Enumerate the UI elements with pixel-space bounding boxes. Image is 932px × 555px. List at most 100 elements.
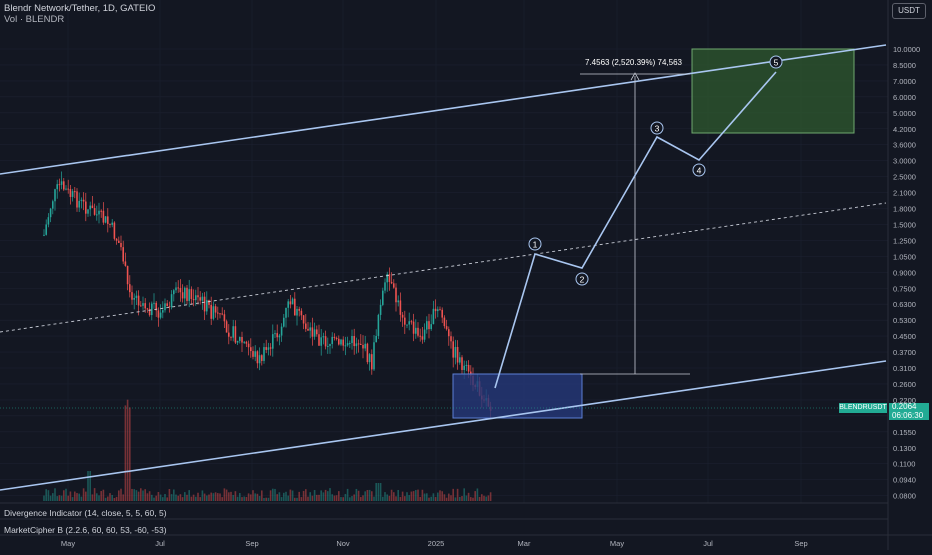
chart-title[interactable]: Blendr Network/Tether, 1D, GATEIO	[4, 3, 156, 14]
wave-label-3[interactable]: 3	[650, 121, 664, 135]
volume-bar	[225, 489, 228, 501]
candle-body	[311, 327, 314, 337]
candle-body	[463, 365, 465, 370]
candle-body	[118, 240, 120, 243]
channel-upper-line[interactable]	[0, 44, 887, 175]
candle-body	[287, 301, 289, 308]
volume-bar	[340, 497, 342, 501]
volume-bar	[388, 495, 391, 501]
volume-bar	[349, 497, 351, 501]
volume-bar	[320, 490, 322, 501]
volume-bar	[298, 491, 300, 501]
volume-legend[interactable]: Vol · BLENDR	[4, 14, 65, 25]
candle-body	[349, 343, 351, 345]
candle-body	[254, 351, 256, 357]
candle-body	[415, 327, 417, 334]
volume-bar	[247, 493, 250, 501]
volume-bar	[109, 493, 111, 501]
volume-bar	[113, 497, 116, 501]
wave-label-1[interactable]: 1	[528, 237, 542, 251]
volume-bar	[324, 489, 327, 501]
candle-body	[452, 341, 454, 358]
candle-body	[137, 295, 140, 306]
candle-body	[219, 313, 221, 315]
volume-bar	[159, 494, 162, 501]
candle-body	[371, 354, 373, 370]
volume-bar	[96, 493, 98, 501]
candle-body	[206, 300, 208, 312]
volume-bar	[360, 497, 362, 501]
candle-body	[91, 205, 94, 209]
candle-body	[329, 344, 331, 346]
candle-body	[305, 323, 307, 329]
price-tick: 3.0000	[893, 157, 916, 166]
volume-bar	[478, 496, 481, 501]
wave-label-5[interactable]: 5	[769, 55, 783, 69]
price-tick: 0.3100	[893, 364, 916, 373]
candle-body	[265, 347, 267, 350]
volume-bar	[188, 490, 190, 501]
volume-bar	[87, 471, 89, 501]
marketcipher-indicator-label[interactable]: MarketCipher B (2.2.6, 60, 60, 53, -60, …	[4, 525, 167, 535]
wave-label-2[interactable]: 2	[575, 272, 589, 286]
volume-bars	[43, 399, 492, 501]
volume-bar	[366, 490, 369, 501]
volume-bar	[285, 491, 287, 501]
volume-bar	[342, 497, 344, 501]
volume-bar	[485, 496, 487, 501]
volume-bar	[71, 497, 74, 501]
wave-label-4[interactable]: 4	[692, 163, 706, 177]
candle-body	[408, 321, 410, 325]
candle-body	[192, 299, 195, 301]
volume-bar	[474, 491, 476, 501]
time-axis[interactable]: May Jul Sep Nov 2025 Mar May Jul Sep	[61, 539, 808, 548]
volume-bar	[269, 490, 272, 501]
price-tick: 0.1100	[893, 460, 915, 469]
candle-body	[208, 300, 210, 305]
candle-body	[386, 274, 388, 283]
volume-bar	[234, 491, 237, 501]
candle-body	[67, 188, 69, 190]
divergence-indicator-label[interactable]: Divergence Indicator (14, close, 5, 5, 6…	[4, 508, 167, 518]
candle-body	[45, 224, 47, 235]
entry-zone-box[interactable]	[452, 373, 583, 419]
volume-bar	[344, 493, 347, 501]
volume-bar	[410, 491, 413, 501]
volume-bar	[375, 483, 377, 501]
volume-bar	[153, 497, 155, 501]
price-tick: 0.1300	[893, 444, 916, 453]
candle-body	[100, 210, 102, 212]
candle-body	[362, 344, 364, 349]
candle-body	[164, 303, 166, 311]
volume-bar	[428, 497, 430, 501]
volume-bar	[140, 488, 142, 501]
candle-body	[60, 181, 63, 185]
volume-bar	[390, 489, 393, 501]
currency-button[interactable]: USDT	[892, 3, 926, 19]
volume-bar	[450, 495, 452, 501]
candle-body	[80, 199, 83, 201]
candle-body	[65, 188, 67, 190]
candle-body	[454, 346, 457, 358]
price-tick: 5.0000	[893, 109, 916, 118]
candle-body	[241, 337, 243, 343]
price-axis[interactable]: 10.0000 8.5000 7.0000 6.0000 5.0000 4.2000 3.6…	[893, 45, 920, 501]
candle-body	[148, 309, 151, 316]
candle-body	[439, 309, 441, 311]
price-tick: 0.1550	[893, 428, 916, 437]
candle-body	[357, 343, 360, 345]
candle-body	[56, 184, 58, 190]
candle-body	[197, 295, 199, 298]
volume-bar	[89, 471, 91, 501]
volume-bar	[82, 488, 85, 501]
volume-bar	[296, 497, 298, 501]
volume-bar	[137, 491, 140, 501]
channel-mid-line[interactable]	[0, 202, 887, 333]
price-tick: 10.0000	[893, 45, 920, 54]
candle-body	[434, 308, 437, 312]
volume-bar	[355, 488, 358, 501]
wave-projection-path[interactable]	[494, 71, 777, 389]
channel-lower-line[interactable]	[0, 360, 887, 491]
price-tick: 1.2500	[893, 236, 916, 245]
